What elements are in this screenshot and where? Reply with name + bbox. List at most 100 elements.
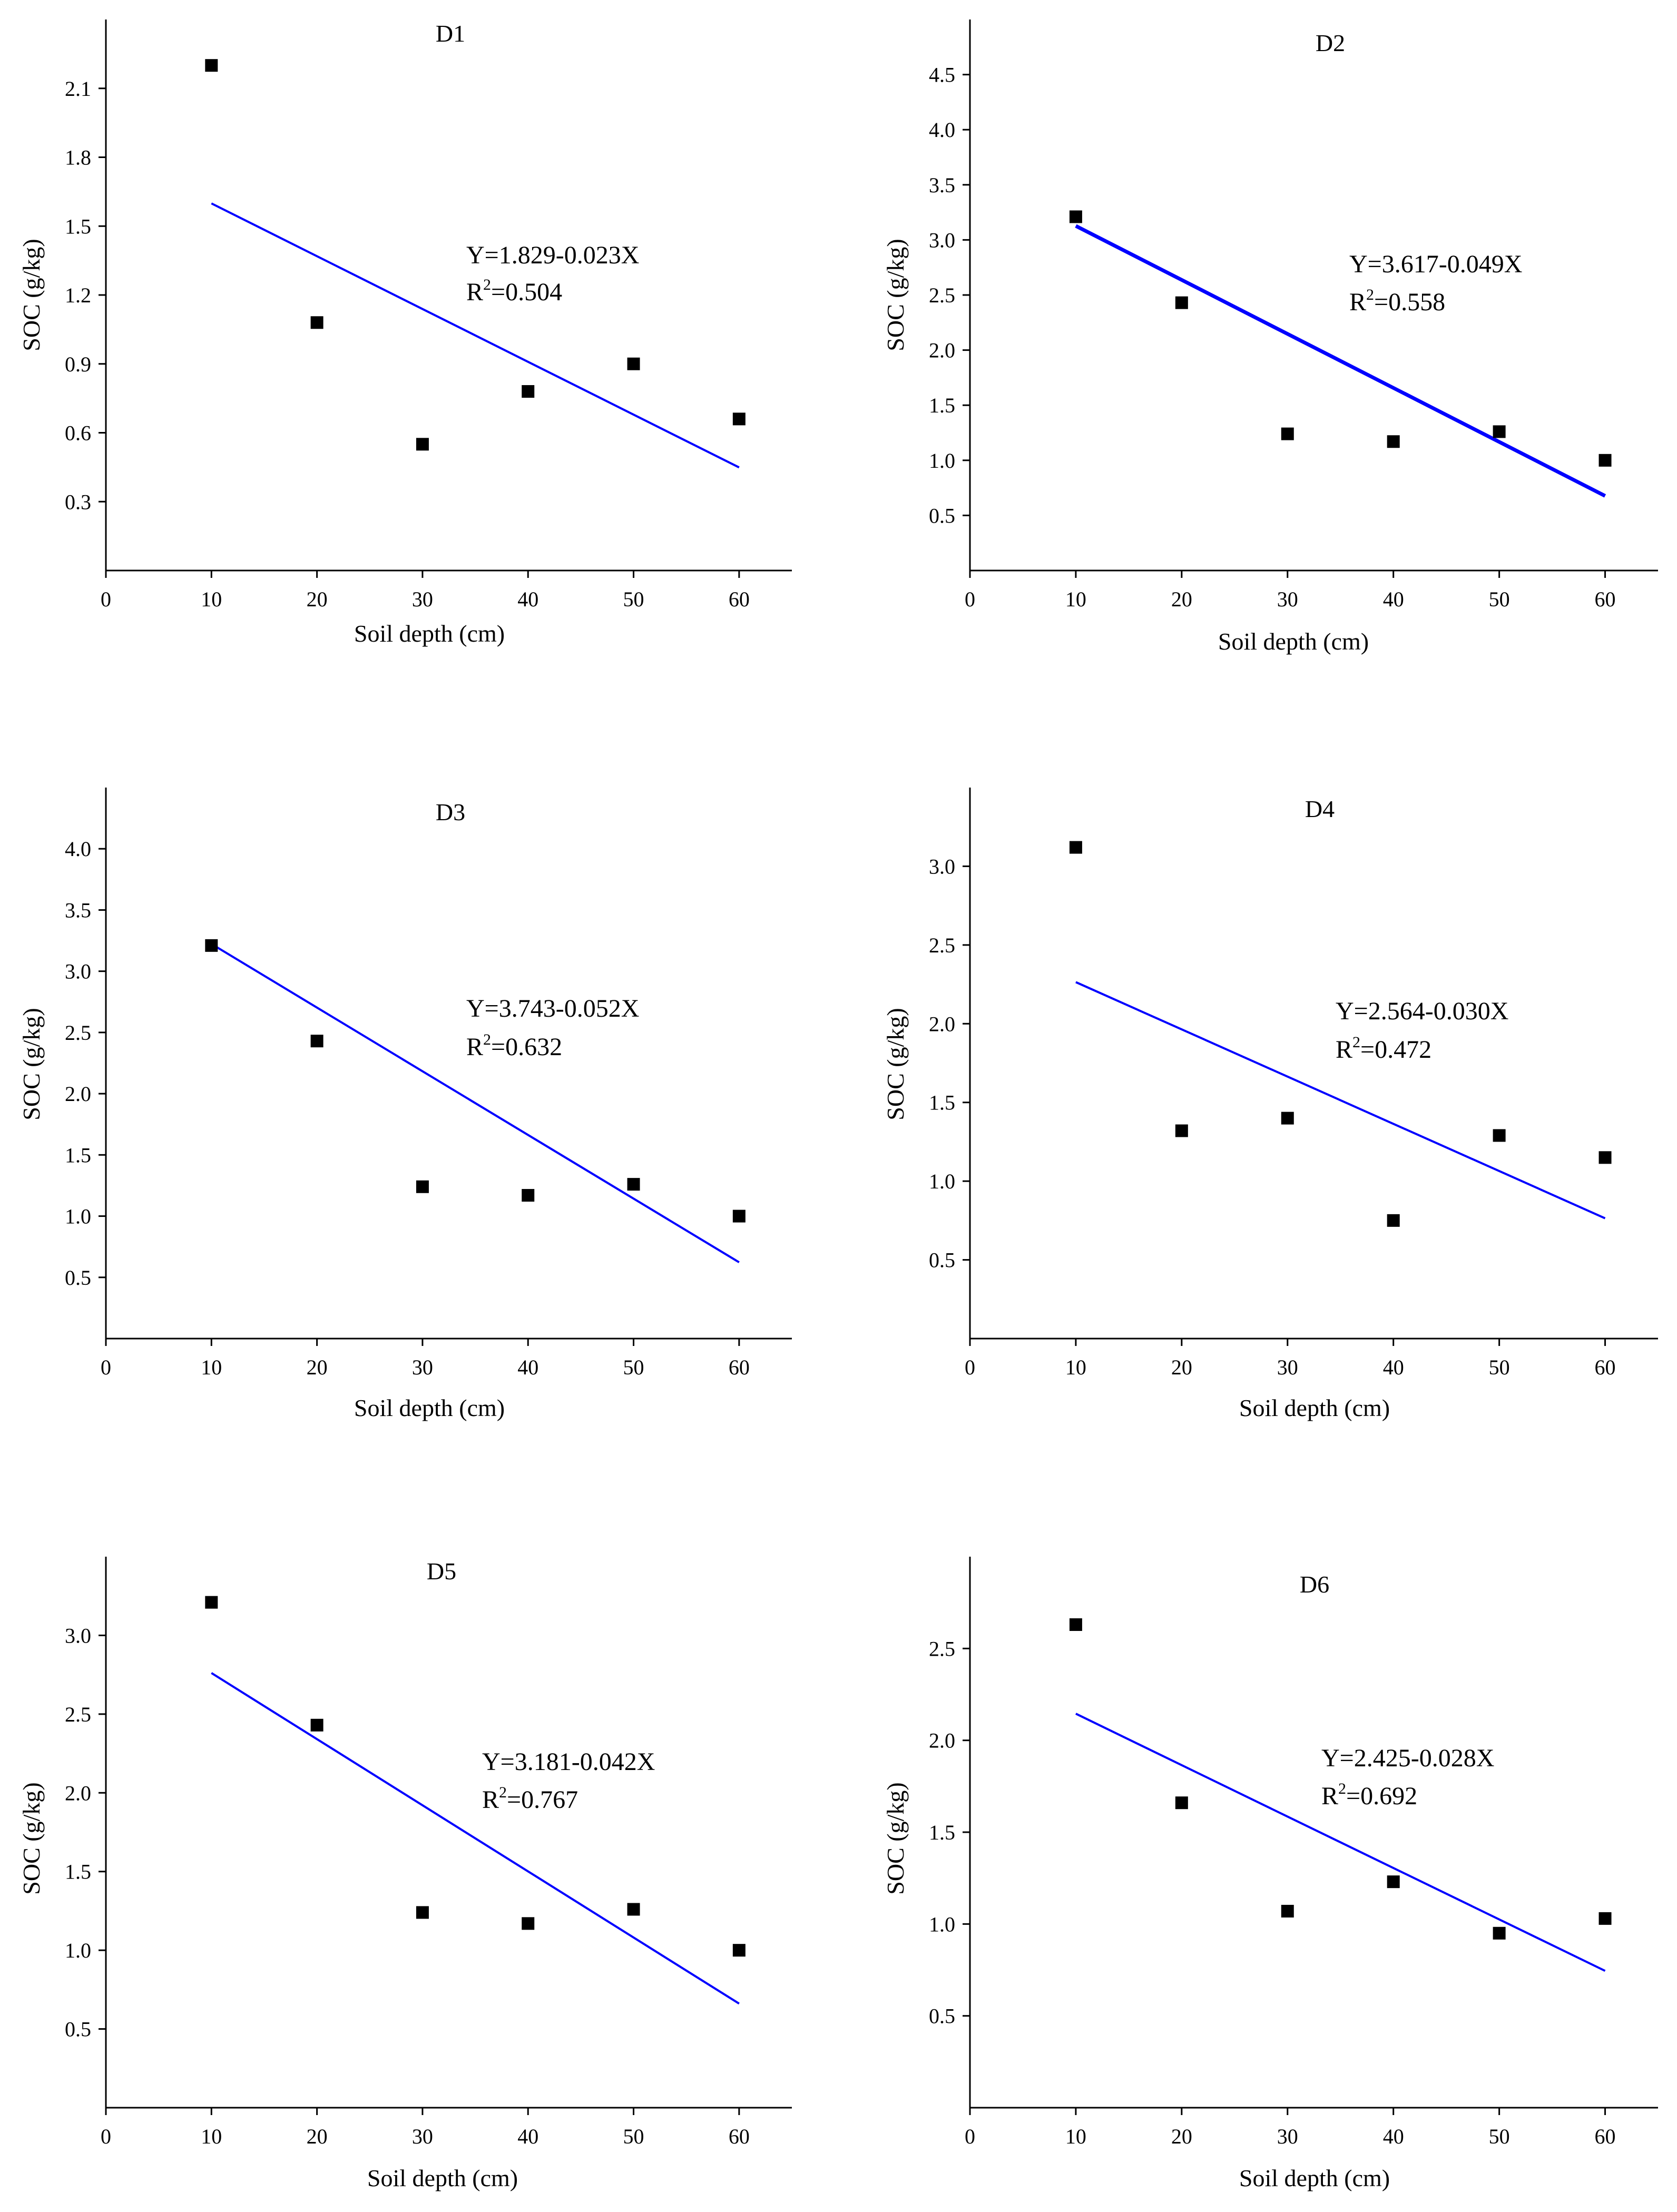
x-tick-label: 0 [965,587,975,611]
x-axis-label: Soil depth (cm) [1218,628,1369,655]
y-axis-label: SOC (g/kg) [18,239,45,351]
x-tick-label: 30 [412,2125,433,2148]
data-point [1069,1618,1082,1631]
y-tick-label: 1.5 [65,1860,91,1884]
regression-line [211,943,740,1263]
chart-panel-d4: 0 10 20 30 40 50 60 0.5 1.0 1.5 2.0 2.5 3.0 Soil dept… [882,788,1658,1421]
x-tick-label: 40 [1383,1355,1404,1379]
regression-line [1075,1713,1606,1972]
x-tick-label: 10 [1065,587,1086,611]
r-squared: R2=0.504 [466,276,562,306]
y-tick-label: 2.0 [929,339,955,362]
data-point [627,357,640,370]
y-tick-label: 3.5 [929,173,955,197]
y-tick-label: 0.5 [929,1248,955,1272]
x-tick-label: 50 [1489,2125,1510,2148]
data-point [1069,841,1082,854]
x-tick-label: 20 [307,2125,328,2148]
y-tick-label: 1.5 [929,394,955,417]
x-tick-label: 60 [729,2125,750,2148]
x-tick-label: 0 [101,587,111,611]
x-tick-label: 0 [101,2125,111,2148]
regression-line [1075,981,1606,1220]
data-point [1598,1912,1612,1925]
x-tick-label: 50 [623,2125,644,2148]
regression-line [1075,224,1606,498]
regression-equation: Y=2.425-0.028X [1321,1744,1494,1772]
y-tick-label: 0.3 [65,490,91,514]
y-tick-label: 1.5 [65,214,91,238]
data-point [1281,1112,1294,1125]
regression-equation: Y=3.181-0.042X [482,1748,655,1776]
y-tick-label: 3.0 [929,854,955,878]
x-tick-label: 20 [1171,1355,1192,1379]
x-tick-label: 40 [517,2125,538,2148]
x-tick-label: 50 [623,587,644,611]
x-tick-label: 30 [1277,2125,1298,2148]
y-tick-label: 0.5 [65,2018,91,2041]
chart-panel-d1: 0 10 20 30 40 50 60 0.3 0.6 0.9 1.2 1.5 1.8 2.1 Soil d… [18,19,792,647]
y-tick-label: 2.0 [65,1082,91,1106]
r-squared: R2=0.472 [1336,1034,1431,1064]
x-tick-label: 0 [101,1355,111,1379]
x-tick-label: 10 [1065,2125,1086,2148]
y-tick-label: 1.0 [65,1939,91,1962]
r-squared: R2=0.632 [466,1031,562,1061]
data-point [310,316,323,329]
data-point [205,1596,218,1609]
x-tick-label: 50 [623,1355,644,1379]
data-point [732,1210,746,1223]
regression-equation: Y=3.743-0.052X [466,995,639,1023]
data-point [627,1903,640,1916]
y-tick-label: 0.5 [929,504,955,527]
data-point [1387,1875,1400,1889]
data-point [416,1180,429,1193]
r-squared: R2=0.692 [1321,1780,1417,1810]
y-tick-label: 0.5 [929,2004,955,2028]
data-point [310,1035,323,1048]
x-tick-label: 20 [1171,587,1192,611]
r-squared: R2=0.767 [482,1784,578,1814]
x-axis-label: Soil depth (cm) [1239,2165,1390,2191]
y-tick-label: 3.0 [929,228,955,252]
r-squared: R2=0.558 [1349,286,1445,316]
x-tick-label: 60 [1595,2125,1616,2148]
x-tick-label: 60 [729,1355,750,1379]
panel-title: D6 [1300,1571,1329,1598]
y-tick-label: 2.5 [65,1021,91,1045]
panel-title: D5 [427,1558,456,1585]
x-tick-label: 40 [1383,2125,1404,2148]
y-axis-label: SOC (g/kg) [882,1008,909,1120]
y-tick-label: 2.1 [65,77,91,101]
panel-title: D3 [436,799,465,825]
data-point [1598,454,1612,467]
y-tick-label: 1.2 [65,283,91,307]
x-axis-label: Soil depth (cm) [1239,1394,1390,1421]
y-tick-label: 4.0 [65,837,91,861]
x-tick-label: 30 [1277,1355,1298,1379]
y-tick-label: 3.5 [65,898,91,922]
regression-equation: Y=1.829-0.023X [466,241,639,269]
chart-panel-d2: 0 10 20 30 40 50 60 0.5 1.0 1.5 2.0 2.5 3.0 3.5 4.0 4.5… [882,19,1658,655]
data-point [1493,425,1506,438]
x-axis-label: Soil depth (cm) [354,620,505,647]
y-tick-label: 1.8 [65,146,91,170]
y-tick-label: 0.5 [65,1266,91,1290]
x-tick-label: 50 [1489,1355,1510,1379]
y-tick-label: 2.5 [65,1703,91,1726]
data-point [732,1944,746,1957]
data-point [522,1917,535,1930]
y-tick-label: 4.0 [929,118,955,142]
data-point [205,59,218,72]
data-point [522,1189,535,1202]
y-axis-label: SOC (g/kg) [18,1782,45,1894]
y-tick-label: 2.0 [65,1781,91,1805]
regression-equation: Y=2.564-0.030X [1336,997,1508,1025]
regression-line [211,202,740,469]
regression-line [211,1672,740,2005]
data-point [1493,1926,1506,1940]
y-tick-label: 1.5 [929,1091,955,1115]
data-point [1069,210,1082,223]
panel-title: D2 [1316,30,1345,56]
